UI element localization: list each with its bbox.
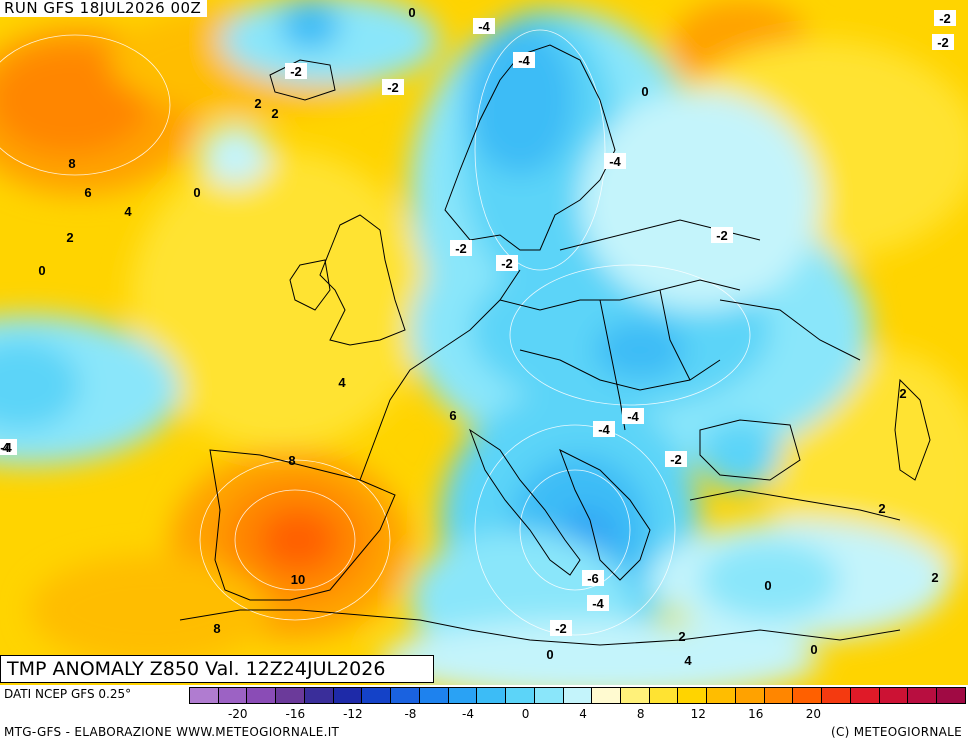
isotherms	[0, 29, 751, 636]
colorbar-swatch	[621, 688, 650, 703]
contour-label: -2	[455, 241, 467, 256]
contour-label: -2	[670, 452, 682, 467]
colorbar-tick-label: 0	[521, 707, 530, 721]
contour-label: 4	[338, 375, 346, 390]
colorbar-swatch	[563, 688, 593, 703]
contour-label: -4	[592, 596, 604, 611]
contour-label: -4	[609, 154, 621, 169]
colorbar-swatch	[793, 688, 823, 703]
colorbar-swatch	[304, 688, 334, 703]
contour-label: 0	[764, 578, 771, 593]
colorbar-swatch	[362, 688, 392, 703]
colorbar-swatch	[448, 688, 478, 703]
coastlines	[179, 44, 931, 646]
colorbar-swatch	[850, 688, 880, 703]
contour-label: 2	[899, 386, 906, 401]
contour-label: -4	[518, 53, 530, 68]
colorbar-tick-label: 20	[805, 707, 821, 721]
contour-label: 0	[546, 647, 553, 662]
contour-label: 0	[641, 84, 648, 99]
colorbar-swatch	[477, 688, 507, 703]
colorbar-swatch	[218, 688, 248, 703]
colorbar-swatch	[190, 688, 219, 703]
colorbar	[189, 687, 966, 704]
map-title: TMP ANOMALY Z850 Val. 12Z24JUL2026	[0, 655, 434, 683]
colorbar-tick-label: -12	[343, 707, 363, 721]
contour-label: -4	[598, 422, 610, 437]
colorbar-swatch	[333, 688, 363, 703]
contour-label: -6	[587, 571, 599, 586]
contour-label: 4	[684, 653, 692, 668]
contour-label: -2	[501, 256, 513, 271]
footer-credit: MTG-GFS - ELABORAZIONE WWW.METEOGIORNALE…	[4, 725, 340, 739]
colorbar-tick-label: 12	[690, 707, 706, 721]
contour-label: -4	[0, 440, 12, 455]
colorbar-swatch	[419, 688, 449, 703]
colorbar-tick-label: 4	[579, 707, 587, 721]
colorbar-tick-label: -16	[285, 707, 306, 721]
contour-label: 4	[124, 204, 132, 219]
contour-label: -4	[627, 409, 639, 424]
legend-footer: DATI NCEP GFS 0.25° -20 -16 -12 -8 -4 0 4 8 12 16…	[0, 685, 968, 745]
contour-label: -2	[290, 64, 302, 79]
colorbar-swatch	[678, 688, 708, 703]
colorbar-swatch	[506, 688, 535, 703]
contour-label: 8	[68, 156, 75, 171]
contour-label: -2	[555, 621, 567, 636]
contour-label: 2	[678, 629, 685, 644]
colorbar-swatch	[937, 688, 965, 703]
contour-label: 2	[254, 96, 261, 111]
colorbar-swatch	[879, 688, 909, 703]
colorbar-swatch	[247, 688, 277, 703]
contour-label: 2	[271, 106, 278, 121]
colorbar-tick-label: -20	[227, 707, 248, 721]
contour-label: 0	[38, 263, 45, 278]
contour-label: 8	[213, 621, 220, 636]
colorbar-swatch	[735, 688, 765, 703]
contour-label: -2	[387, 80, 399, 95]
colorbar-swatch	[592, 688, 622, 703]
colorbar-ticks: -20 -16 -12 -8 -4 0 4 8 12 16 20	[189, 707, 966, 723]
contour-label: 0	[193, 185, 200, 200]
contour-label: -2	[937, 35, 949, 50]
colorbar-swatch	[822, 688, 851, 703]
contour-label: 4	[2, 440, 10, 455]
contour-label: 2	[66, 230, 73, 245]
colorbar-swatch	[391, 688, 420, 703]
contour-label: 6	[84, 185, 91, 200]
run-label: RUN GFS 18JUL2026 00Z	[0, 0, 208, 17]
colorbar-swatch	[649, 688, 679, 703]
contour-label: 10	[291, 572, 305, 587]
data-source: DATI NCEP GFS 0.25°	[4, 687, 132, 701]
colorbar-swatch	[276, 688, 305, 703]
colorbar-swatch	[908, 688, 938, 703]
contour-label: -4	[478, 19, 490, 34]
contour-label: 0	[810, 642, 817, 657]
colorbar-tick-label: 16	[748, 707, 764, 721]
contour-label: 6	[449, 408, 456, 423]
colorbar-swatch	[707, 688, 736, 703]
footer-copyright: (C) METEOGIORNALE	[830, 725, 962, 739]
contour-label: -2	[939, 11, 951, 26]
contour-label: 0	[408, 5, 415, 20]
contour-label: 2	[931, 570, 938, 585]
colorbar-tick-label: 8	[636, 707, 645, 721]
contour-label: -2	[716, 228, 728, 243]
colorbar-tick-label: -8	[404, 707, 417, 721]
colorbar-swatch	[534, 688, 564, 703]
colorbar-swatch	[764, 688, 794, 703]
contour-label: 2	[878, 501, 885, 516]
contour-label: 8	[288, 453, 295, 468]
anomaly-field	[0, 0, 968, 685]
colorbar-tick-label: -4	[462, 707, 474, 721]
